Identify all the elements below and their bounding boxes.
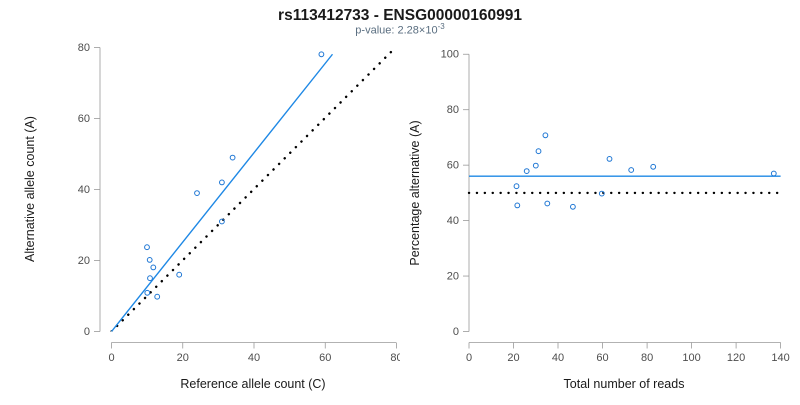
svg-text:60: 60 <box>596 352 608 364</box>
svg-text:80: 80 <box>641 352 653 364</box>
svg-text:60: 60 <box>447 160 459 172</box>
svg-text:40: 40 <box>78 184 90 196</box>
svg-text:120: 120 <box>727 352 745 364</box>
svg-text:60: 60 <box>78 113 90 125</box>
svg-text:Percentage alternative (A): Percentage alternative (A) <box>408 120 422 265</box>
svg-text:20: 20 <box>177 352 189 364</box>
svg-text:80: 80 <box>447 104 459 116</box>
svg-text:0: 0 <box>84 326 90 338</box>
svg-text:0: 0 <box>466 352 472 364</box>
svg-text:Total number of reads: Total number of reads <box>564 377 685 391</box>
svg-text:100: 100 <box>441 49 459 61</box>
svg-text:0: 0 <box>453 326 459 338</box>
svg-text:80: 80 <box>78 42 90 54</box>
svg-text:20: 20 <box>507 352 519 364</box>
svg-text:40: 40 <box>248 352 260 364</box>
svg-text:Alternative allele count (A): Alternative allele count (A) <box>23 116 37 262</box>
svg-text:80: 80 <box>390 352 400 364</box>
svg-text:Reference allele count (C): Reference allele count (C) <box>180 377 325 391</box>
svg-text:20: 20 <box>78 255 90 267</box>
svg-text:60: 60 <box>319 352 331 364</box>
svg-text:0: 0 <box>108 352 114 364</box>
svg-text:40: 40 <box>447 215 459 227</box>
svg-text:100: 100 <box>682 352 700 364</box>
svg-text:20: 20 <box>447 271 459 283</box>
svg-text:140: 140 <box>771 352 789 364</box>
svg-text:40: 40 <box>552 352 564 364</box>
